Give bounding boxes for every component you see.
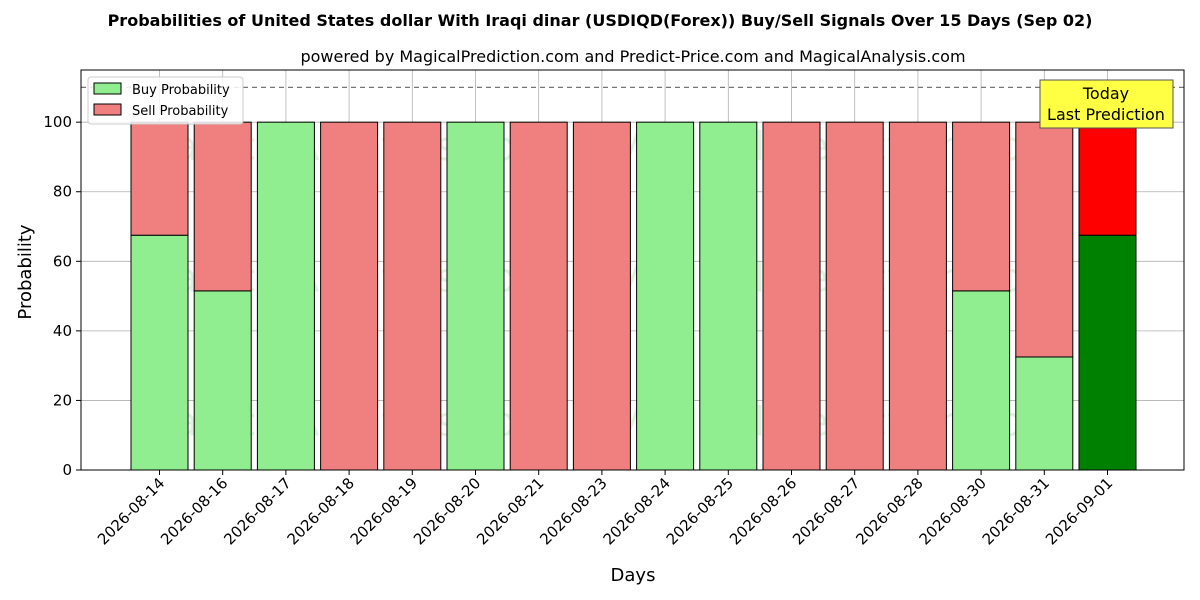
- y-axis-ticks: 0 20 40 60 80 100: [43, 113, 81, 479]
- sell-bar: [320, 121, 379, 471]
- sell-bar: [952, 121, 1011, 292]
- x-tick-label: 2026-08-30: [916, 474, 990, 548]
- today-annotation-line2: Last Prediction: [1047, 105, 1165, 124]
- buy-bar: [1015, 356, 1074, 471]
- y-tick-label: 80: [53, 183, 72, 201]
- x-tick-label: 2026-08-20: [410, 474, 484, 548]
- buy-bar: [699, 121, 758, 471]
- sell-bar: [1078, 121, 1137, 236]
- legend-swatch-buy: [93, 82, 122, 95]
- today-annotation: Today Last Prediction: [1039, 79, 1174, 129]
- sell-bar: [572, 121, 631, 471]
- x-axis-label: Days: [611, 565, 656, 586]
- sell-bar: [383, 121, 442, 471]
- buy-bar: [446, 121, 505, 471]
- x-tick-label: 2026-08-19: [347, 474, 421, 548]
- sell-bar: [193, 121, 252, 292]
- sell-bar: [888, 121, 947, 471]
- y-tick-label: 60: [53, 252, 72, 270]
- sell-bar: [509, 121, 568, 471]
- x-tick-label: 2026-08-27: [789, 474, 863, 548]
- sell-bar: [130, 121, 189, 236]
- x-tick-label: 2026-09-01: [1042, 474, 1116, 548]
- buy-bar: [193, 290, 252, 471]
- x-tick-label: 2026-08-31: [979, 474, 1053, 548]
- x-axis-ticks: 2026-08-142026-08-162026-08-172026-08-18…: [94, 470, 1116, 548]
- sell-bar: [1015, 121, 1074, 358]
- x-tick-label: 2026-08-21: [473, 474, 547, 548]
- plot-area-frame: [80, 69, 1185, 471]
- legend: Buy Probability Sell Probability: [87, 76, 244, 125]
- x-tick-label: 2026-08-28: [852, 474, 926, 548]
- y-tick-label: 40: [53, 322, 72, 340]
- x-tick-label: 2026-08-16: [157, 474, 231, 548]
- x-tick-label: 2026-08-18: [284, 474, 358, 548]
- x-tick-label: 2026-08-26: [726, 474, 800, 548]
- sell-bar: [762, 121, 821, 471]
- buy-bar: [1078, 234, 1137, 471]
- buy-bar: [130, 234, 189, 471]
- x-tick-label: 2026-08-25: [663, 474, 737, 548]
- bars: [130, 121, 1137, 471]
- legend-box: [87, 76, 244, 125]
- x-tick-label: 2026-08-24: [600, 474, 674, 548]
- buy-bar: [256, 121, 315, 471]
- y-axis-label: Probability: [15, 224, 36, 319]
- chart-title: Probabilities of United States dollar Wi…: [108, 11, 1093, 30]
- legend-swatch-sell: [93, 103, 122, 116]
- legend-label-buy: Buy Probability: [132, 83, 230, 98]
- y-tick-label: 0: [62, 461, 72, 479]
- buy-bar: [636, 121, 695, 471]
- buy-bar: [952, 290, 1011, 471]
- y-tick-label: 100: [43, 113, 72, 131]
- chart-subtitle: powered by MagicalPrediction.com and Pre…: [300, 47, 965, 66]
- sell-bar: [825, 121, 884, 471]
- y-tick-label: 20: [53, 391, 72, 409]
- x-tick-label: 2026-08-23: [536, 474, 610, 548]
- today-annotation-line1: Today: [1082, 84, 1129, 103]
- x-tick-label: 2026-08-17: [220, 474, 294, 548]
- x-tick-label: 2026-08-14: [94, 474, 168, 548]
- legend-label-sell: Sell Probability: [132, 104, 229, 119]
- today-annotation-box: [1039, 79, 1174, 129]
